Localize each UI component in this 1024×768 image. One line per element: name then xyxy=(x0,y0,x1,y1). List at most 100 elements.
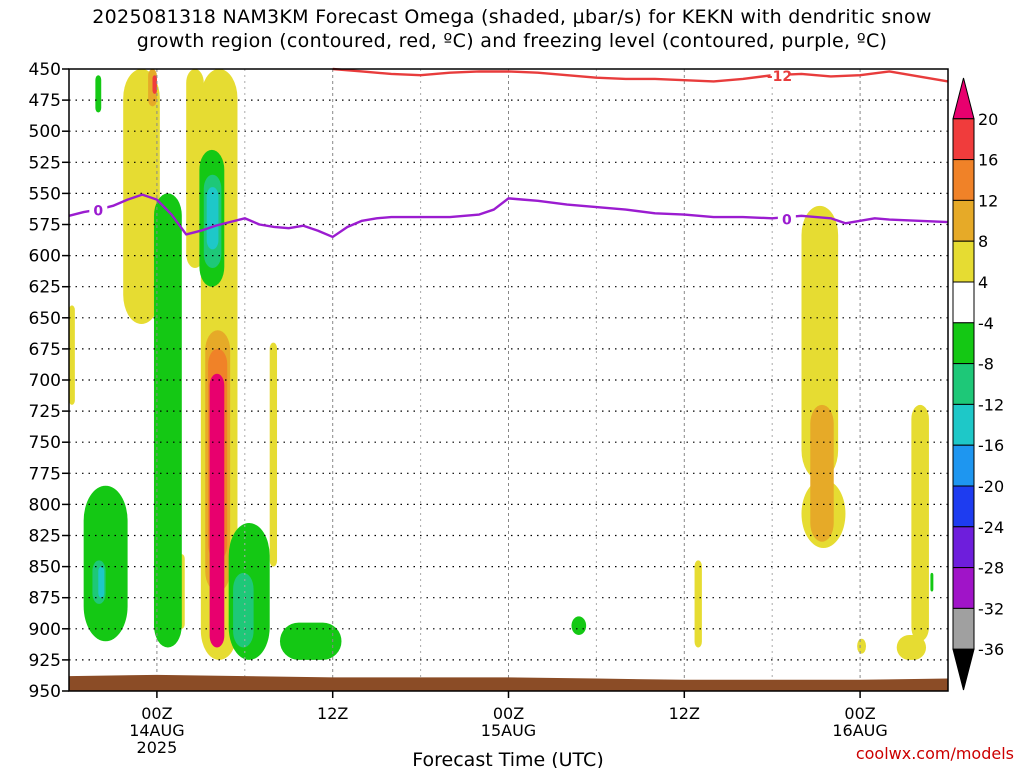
colorbar-label: -8 xyxy=(978,355,994,374)
contours: 0 0 -12 xyxy=(68,67,949,239)
colorbar-cell xyxy=(952,403,975,446)
omega-shading xyxy=(69,69,934,660)
omega-region-4 xyxy=(222,243,238,306)
x-tick-label: 14AUG xyxy=(129,721,184,740)
y-tick-label: 700 xyxy=(29,371,61,391)
freezing-level-contour xyxy=(68,193,949,239)
colorbar-label: 4 xyxy=(978,273,988,292)
omega-region-25 xyxy=(571,616,587,636)
y-tick-label: 625 xyxy=(29,278,61,298)
colorbar-cell xyxy=(952,485,975,528)
y-tick-label: 475 xyxy=(29,91,61,111)
x-axis-title: Forecast Time (UTC) xyxy=(412,749,603,768)
colorbar-cell-bottom xyxy=(952,648,975,691)
omega-region-30 xyxy=(206,187,219,250)
y-tick-label: 825 xyxy=(29,527,61,547)
omega-region-10 xyxy=(896,635,927,660)
omega-region-1 xyxy=(123,69,160,325)
colorbar-label: -28 xyxy=(978,559,1004,578)
omega-region-22 xyxy=(83,485,128,642)
x-tick-label: 15AUG xyxy=(481,721,536,740)
x-tick-label: 00Z xyxy=(844,704,875,723)
x-tick-label: 2025 xyxy=(137,738,178,757)
x-tick-label: 00Z xyxy=(493,704,524,723)
colorbar-cell xyxy=(952,567,975,609)
y-tick-label: 675 xyxy=(29,340,61,360)
y-tick-label: 450 xyxy=(29,60,61,80)
x-tick-label: 12Z xyxy=(317,704,348,723)
ground-area xyxy=(69,674,948,691)
y-tick-label: 725 xyxy=(29,402,61,422)
freezing-level-label: 0 xyxy=(93,204,103,220)
y-axis-labels: 450 475 500 525 550 575 600 625 650 675 700 725 750 7… xyxy=(29,60,61,702)
y-tick-label: 850 xyxy=(29,558,61,578)
omega-region-11 xyxy=(857,638,866,654)
x-tick-label: 00Z xyxy=(141,704,172,723)
y-tick-label: 775 xyxy=(29,464,61,484)
omega-region-15 xyxy=(810,404,834,542)
ground-shading xyxy=(69,674,948,691)
colorbar-cell xyxy=(952,607,975,650)
y-tick-label: 650 xyxy=(29,309,61,329)
colorbar-cell xyxy=(952,526,975,569)
colorbar-label: -4 xyxy=(978,314,994,333)
colorbar-cell xyxy=(952,281,975,324)
colorbar-cell xyxy=(952,444,975,487)
colorbar-cell-top xyxy=(952,77,975,120)
omega-region-24 xyxy=(279,622,342,660)
colorbar-label: -12 xyxy=(978,395,1004,414)
omega-region-18 xyxy=(209,373,225,648)
y-tick-label: 750 xyxy=(29,433,61,453)
colorbar-label: -32 xyxy=(978,599,1004,618)
colorbar-label: -16 xyxy=(978,436,1004,455)
colorbar-label: 16 xyxy=(978,151,998,170)
y-tick-label: 900 xyxy=(29,620,61,640)
y-tick-label: 600 xyxy=(29,247,61,267)
omega-region-20 xyxy=(153,193,182,648)
colorbar-cell xyxy=(952,199,975,242)
colorbar-label: 8 xyxy=(978,232,988,251)
omega-region-19 xyxy=(95,75,102,113)
x-tick-label: 12Z xyxy=(669,704,700,723)
colorbar-cell xyxy=(952,363,975,405)
omega-region-31 xyxy=(98,566,105,598)
omega-region-0 xyxy=(69,305,75,405)
colorbar-label: -36 xyxy=(978,640,1004,659)
grid xyxy=(62,68,948,692)
freezing-level-label-bg xyxy=(777,210,796,227)
omega-region-28 xyxy=(233,572,254,648)
freezing-level-label-bg xyxy=(89,201,108,218)
dendritic-snow-growth-label-bg xyxy=(770,67,789,84)
colorbar-label: 12 xyxy=(978,191,998,210)
colorbar-cell xyxy=(952,118,975,161)
y-tick-label: 875 xyxy=(29,589,61,609)
y-tick-label: 500 xyxy=(29,122,61,142)
chart-title-line-2: growth region (contoured, red, ºC) and f… xyxy=(136,30,888,52)
x-tick-label: 16AUG xyxy=(832,721,887,740)
y-tick-label: 950 xyxy=(29,682,61,702)
colorbar-label: -20 xyxy=(978,477,1004,496)
omega-region-9 xyxy=(911,404,929,642)
colorbar-label: 20 xyxy=(978,110,998,129)
omega-region-12 xyxy=(694,560,702,648)
y-tick-label: 525 xyxy=(29,153,61,173)
dendritic-snow-growth-contour xyxy=(332,67,949,83)
y-tick-label: 575 xyxy=(29,216,61,236)
credit-text: coolwx.com/models xyxy=(855,744,1014,763)
colorbar-cell xyxy=(952,322,975,365)
colorbar: 20 16 12 8 4 -4 -8 -12 -16 -20 -24 -28 -32 -36 xyxy=(952,77,1004,691)
omega-region-17 xyxy=(152,75,157,94)
chart-title-line-1: 2025081318 NAM3KM Forecast Omega (shaded… xyxy=(92,6,932,28)
y-tick-label: 800 xyxy=(29,495,61,515)
y-tick-label: 925 xyxy=(29,651,61,671)
colorbar-label: -24 xyxy=(978,518,1004,537)
omega-region-5 xyxy=(269,342,278,567)
omega-region-26 xyxy=(930,572,934,592)
colorbar-cell xyxy=(952,240,975,283)
dendritic-snow-growth-label: -12 xyxy=(767,69,792,85)
y-tick-label: 550 xyxy=(29,184,61,204)
colorbar-cell xyxy=(952,159,975,201)
freezing-level-label: 0 xyxy=(782,212,792,228)
